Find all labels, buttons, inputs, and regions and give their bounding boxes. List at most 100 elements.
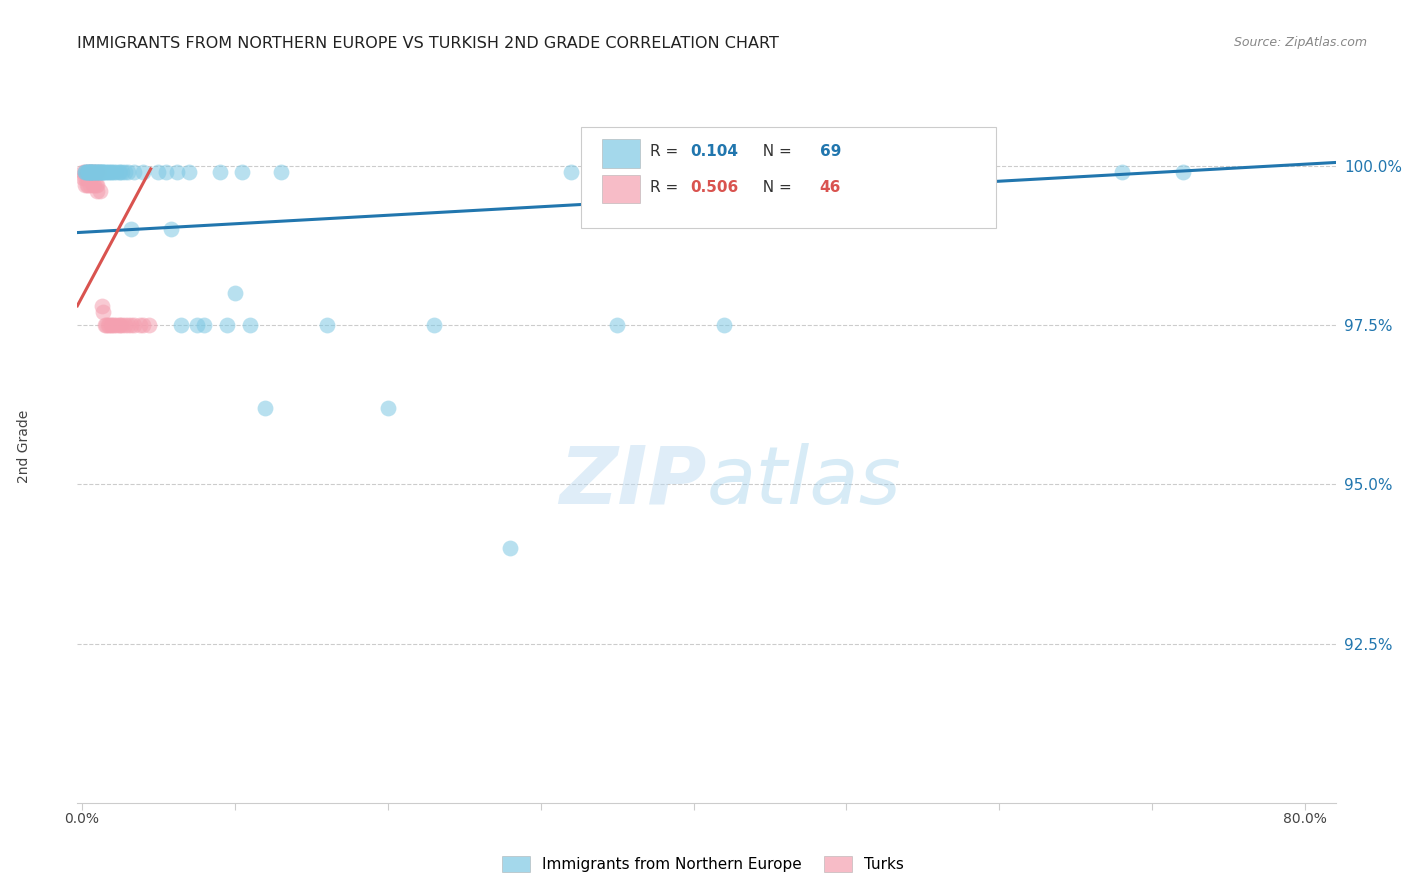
Point bbox=[101, 165, 124, 179]
Point bbox=[186, 318, 208, 332]
Point bbox=[94, 165, 117, 179]
Point bbox=[87, 165, 110, 179]
Point bbox=[499, 541, 522, 555]
Point bbox=[120, 222, 142, 236]
Point bbox=[90, 299, 112, 313]
Point bbox=[98, 165, 121, 179]
Legend: Immigrants from Northern Europe, Turks: Immigrants from Northern Europe, Turks bbox=[495, 848, 911, 880]
Point bbox=[90, 165, 112, 179]
Point bbox=[90, 165, 112, 179]
Point bbox=[217, 318, 239, 332]
Point bbox=[82, 165, 104, 179]
Point bbox=[138, 318, 160, 332]
Point bbox=[86, 165, 108, 179]
Text: 46: 46 bbox=[820, 180, 841, 195]
Point bbox=[83, 178, 105, 192]
Point bbox=[224, 286, 246, 301]
Point bbox=[239, 318, 262, 332]
Point bbox=[122, 165, 145, 179]
Point bbox=[89, 184, 111, 198]
Point bbox=[72, 165, 94, 179]
Text: N =: N = bbox=[754, 180, 797, 195]
Point bbox=[166, 165, 188, 179]
Point bbox=[77, 165, 100, 179]
Text: 69: 69 bbox=[820, 145, 841, 160]
Point bbox=[83, 165, 105, 179]
Point bbox=[83, 165, 105, 179]
Point bbox=[132, 318, 155, 332]
Point bbox=[422, 318, 444, 332]
Text: atlas: atlas bbox=[707, 442, 901, 521]
Text: Source: ZipAtlas.com: Source: ZipAtlas.com bbox=[1233, 36, 1367, 49]
Point bbox=[84, 165, 107, 179]
Point bbox=[170, 318, 193, 332]
Point bbox=[76, 178, 98, 192]
Point bbox=[103, 318, 125, 332]
Point bbox=[94, 318, 117, 332]
Point bbox=[86, 178, 108, 192]
Point bbox=[73, 171, 96, 186]
Text: 0.0%: 0.0% bbox=[65, 813, 100, 826]
Point bbox=[80, 165, 103, 179]
Text: IMMIGRANTS FROM NORTHERN EUROPE VS TURKISH 2ND GRADE CORRELATION CHART: IMMIGRANTS FROM NORTHERN EUROPE VS TURKI… bbox=[77, 36, 779, 51]
Point bbox=[76, 165, 98, 179]
Point bbox=[84, 165, 107, 179]
FancyBboxPatch shape bbox=[581, 127, 995, 228]
Point bbox=[86, 184, 108, 198]
Point bbox=[87, 165, 110, 179]
Point bbox=[254, 401, 277, 415]
Point bbox=[84, 178, 107, 192]
Point bbox=[73, 165, 96, 179]
Point bbox=[1111, 165, 1133, 179]
Point bbox=[86, 165, 108, 179]
Point bbox=[177, 165, 200, 179]
Point bbox=[91, 165, 114, 179]
Point bbox=[79, 178, 101, 192]
Point bbox=[76, 165, 98, 179]
Point bbox=[80, 165, 103, 179]
Point bbox=[79, 171, 101, 186]
Point bbox=[231, 165, 253, 179]
Point bbox=[89, 165, 111, 179]
Text: R =: R = bbox=[650, 145, 683, 160]
Point bbox=[79, 165, 101, 179]
Point bbox=[377, 401, 399, 415]
Text: 2nd Grade: 2nd Grade bbox=[17, 409, 31, 483]
Point bbox=[132, 165, 155, 179]
Point bbox=[96, 318, 118, 332]
Point bbox=[103, 165, 125, 179]
Point bbox=[560, 165, 582, 179]
Point bbox=[91, 305, 114, 319]
Point bbox=[77, 165, 100, 179]
Point bbox=[84, 165, 107, 179]
Point bbox=[100, 165, 122, 179]
Point bbox=[82, 165, 104, 179]
Text: N =: N = bbox=[754, 145, 797, 160]
Point bbox=[315, 318, 337, 332]
Text: ZIP: ZIP bbox=[560, 442, 707, 521]
Point bbox=[79, 165, 101, 179]
Point bbox=[108, 165, 131, 179]
Point bbox=[1171, 165, 1194, 179]
FancyBboxPatch shape bbox=[602, 139, 640, 168]
Point bbox=[82, 165, 104, 179]
Point bbox=[107, 165, 129, 179]
Point bbox=[91, 165, 114, 179]
Point bbox=[120, 318, 142, 332]
Point bbox=[114, 165, 136, 179]
Point bbox=[77, 178, 100, 192]
Point bbox=[117, 165, 139, 179]
Point bbox=[83, 165, 105, 179]
Point bbox=[77, 165, 100, 179]
Text: R =: R = bbox=[650, 180, 683, 195]
Point bbox=[104, 318, 127, 332]
Point bbox=[117, 318, 139, 332]
Point bbox=[122, 318, 145, 332]
Text: 0.104: 0.104 bbox=[690, 145, 738, 160]
Point bbox=[208, 165, 231, 179]
Point bbox=[76, 171, 98, 186]
Point bbox=[73, 165, 96, 179]
Point bbox=[72, 171, 94, 186]
Point bbox=[148, 165, 170, 179]
Point bbox=[606, 318, 628, 332]
